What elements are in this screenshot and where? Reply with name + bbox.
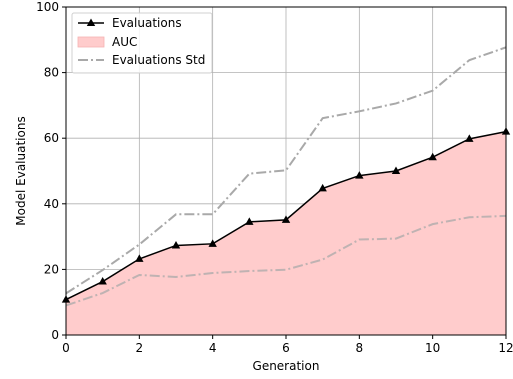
legend-evaluations-marker xyxy=(86,18,96,26)
evaluations-point xyxy=(98,277,107,285)
std-lower-line xyxy=(65,214,507,307)
evaluations-point xyxy=(355,171,364,179)
x-tick-label: 12 xyxy=(498,341,513,355)
legend-evaluations-label: Evaluations xyxy=(112,16,182,30)
evaluations-point xyxy=(208,239,217,247)
y-tick-label: 80 xyxy=(44,66,59,80)
evaluations-point xyxy=(391,166,401,174)
y-axis-label: Model Evaluations xyxy=(14,116,28,225)
y-tick-label: 0 xyxy=(51,328,59,342)
evaluations-point xyxy=(281,215,291,223)
evaluations-line-layer xyxy=(61,127,511,303)
evaluations-point xyxy=(428,152,437,161)
x-tick-label: 0 xyxy=(62,341,70,355)
std-lines-layer xyxy=(65,46,507,307)
legend-box xyxy=(71,12,213,74)
x-tick-label: 8 xyxy=(356,341,364,355)
auc-area-layer xyxy=(66,131,506,335)
auc-area xyxy=(66,131,506,335)
x-axis-label: Generation xyxy=(253,359,320,373)
evaluations-point xyxy=(135,254,144,262)
evaluations-point xyxy=(318,183,327,192)
evaluations-point xyxy=(171,240,181,249)
evaluations-point xyxy=(465,134,474,142)
x-tick-label: 2 xyxy=(136,341,144,355)
legend-std-label: Evaluations Std xyxy=(112,53,205,67)
y-tick-label: 100 xyxy=(36,0,59,14)
x-tick-label: 4 xyxy=(209,341,217,355)
x-tick-label: 10 xyxy=(425,341,440,355)
std-upper-line xyxy=(65,46,507,295)
x-tick-label: 6 xyxy=(282,341,290,355)
legend-auc-swatch xyxy=(77,36,105,48)
y-tick-label: 60 xyxy=(44,131,59,145)
evaluations-point xyxy=(245,217,254,225)
axes: 0 2 4 6 8 10 12 0 20 40 60 80 100 xyxy=(36,0,513,355)
y-tick-label: 20 xyxy=(44,262,59,276)
legend-auc-label: AUC xyxy=(112,35,137,49)
y-tick-label: 40 xyxy=(44,197,59,211)
legend: Evaluations AUC Evaluations Std xyxy=(71,12,213,74)
